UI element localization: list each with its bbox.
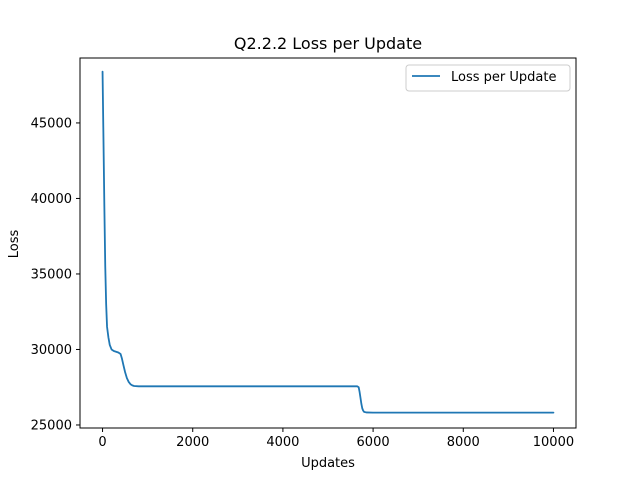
y-tick-label: 25000 [31, 418, 72, 433]
x-tick-label: 10000 [533, 435, 574, 450]
y-tick-label: 30000 [31, 343, 72, 358]
x-tick-label: 2000 [176, 435, 209, 450]
x-tick-label: 6000 [357, 435, 390, 450]
legend: Loss per Update [405, 64, 571, 92]
plot-area-frame [79, 57, 577, 429]
plot-lines [101, 70, 555, 414]
x-tick-label: 8000 [447, 435, 480, 450]
x-axis-label: Updates [301, 456, 355, 471]
y-tick-label: 40000 [31, 192, 72, 207]
series-line-loss-per-update [101, 70, 555, 414]
x-tick-label: 0 [98, 435, 106, 450]
y-tick-label: 35000 [31, 267, 72, 282]
y-axis-ticks: 25000 30000 35000 40000 45000 [31, 116, 80, 433]
y-axis-label: Loss [7, 230, 22, 259]
x-tick-label: 4000 [266, 435, 299, 450]
legend-entry-label: Loss per Update [451, 70, 556, 85]
y-tick-label: 45000 [31, 116, 72, 131]
chart-title: Q2.2.2 Loss per Update [234, 34, 422, 53]
x-axis-ticks: 0 2000 4000 6000 8000 10000 [98, 428, 574, 450]
legend-box [405, 64, 571, 92]
